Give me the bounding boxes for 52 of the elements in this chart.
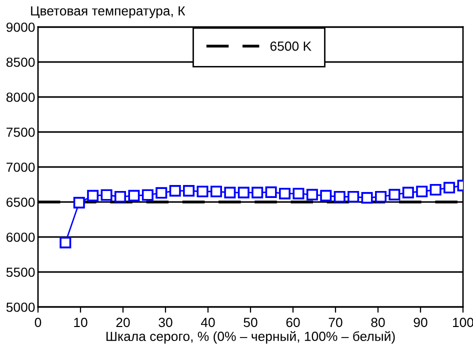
y-tick-label: 7500 [6,128,35,137]
x-tick-label: 60 [286,318,300,328]
point [73,196,85,208]
y-tick-label: 9000 [6,22,35,32]
y-tick-label: 6000 [6,232,35,242]
y-tick-label: 7000 [6,162,35,172]
y-tick-label: 5500 [6,268,35,277]
point [224,186,236,198]
x-tick-label: 40 [200,318,215,328]
x-tick-label: 80 [371,318,385,328]
point [142,189,154,201]
point [334,190,346,203]
point [306,188,318,200]
point [100,189,112,201]
x-axis-title: Шкала серого, % (0% – черный, 100% – белый) [106,331,395,344]
x-tick-label: 30 [158,318,172,328]
point [278,188,291,200]
point [252,186,264,198]
point [183,185,195,197]
point [388,188,400,200]
point [402,186,414,198]
x-tick-label: 50 [244,318,258,328]
point [87,190,99,202]
point [60,236,72,248]
x-tick-label: 20 [116,318,130,328]
y-axis-title: Цветовая температура, К [31,6,186,18]
y-tick-label: 5000 [6,302,35,312]
point [430,184,442,196]
point [416,186,428,198]
point [169,185,181,197]
point [348,190,360,203]
y-tick-label: 8000 [6,92,35,102]
point [361,192,373,204]
point [210,186,222,198]
point [374,190,387,203]
x-tick-label: 10 [74,318,88,328]
x-tick-label: 100 [453,318,473,328]
point [292,188,304,200]
point [196,186,208,198]
point [320,190,332,202]
point [128,190,140,202]
x-tick-label: 70 [328,318,342,328]
x-tick-label: 0 [34,318,42,328]
point [444,182,456,194]
point [156,187,168,199]
point [114,190,126,203]
point [238,186,250,198]
y-tick-label: 8500 [6,58,35,67]
legend-label: 6500 K [270,42,312,51]
x-tick-label: 90 [414,318,428,328]
y-tick-label: 6500 [6,198,35,207]
point [265,186,277,198]
